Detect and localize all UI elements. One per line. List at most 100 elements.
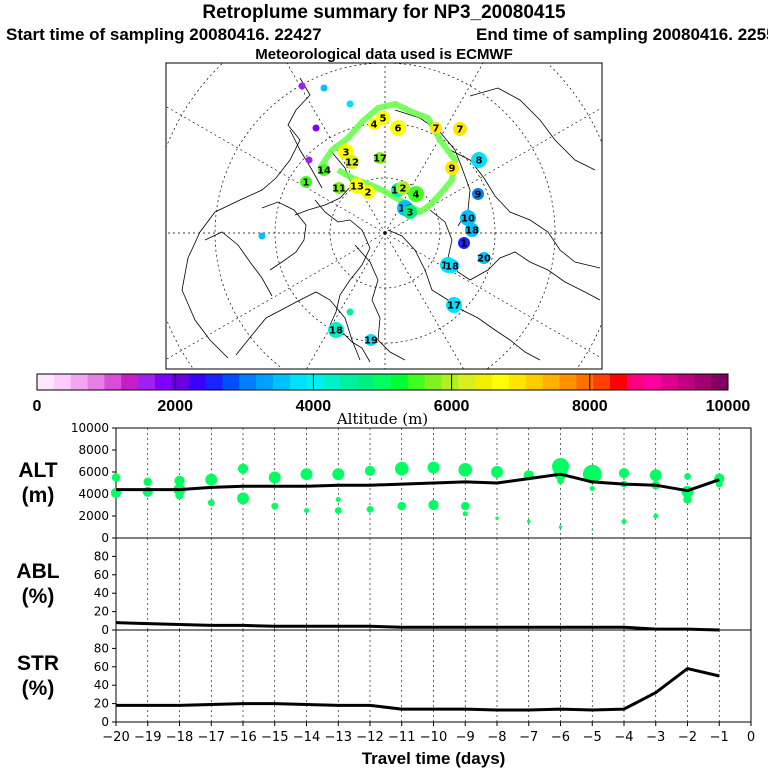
plume-marker (374, 152, 386, 164)
plume-marker-label: 3 (343, 148, 350, 159)
coastline (429, 209, 601, 301)
x-tick-label: −18 (166, 730, 193, 745)
plume-marker (408, 186, 424, 202)
plume-marker (445, 161, 459, 175)
panel-ylabel: STR (17, 652, 59, 675)
plume-marker-label: 5 (380, 114, 387, 125)
meridian-line (166, 232, 386, 360)
plume-marker-label: 18 (465, 226, 479, 237)
plume-point (527, 519, 531, 524)
y-tick-label: 20 (94, 697, 109, 711)
coastline (261, 201, 307, 271)
x-tick-label: −3 (646, 730, 665, 745)
plume-point (462, 511, 468, 517)
meridian-line (384, 63, 484, 234)
plume-point (207, 499, 215, 507)
x-tick-label: −20 (102, 730, 129, 745)
plume-marker (396, 181, 410, 195)
panel-str: 0 20 40 60 80 STR(%) (17, 629, 752, 729)
series-line-abl (115, 621, 720, 632)
plume-dot (346, 308, 354, 316)
plume-marker-label: 9 (449, 164, 456, 175)
x-tick-label: −2 (678, 730, 697, 745)
colorbar-swatch (239, 374, 257, 390)
coastline (235, 291, 361, 361)
plume-point (394, 461, 409, 476)
plume-marker (365, 334, 377, 346)
plume-marker (390, 120, 406, 136)
colorbar-swatch (340, 374, 358, 390)
plume-dot (258, 232, 266, 240)
colorbar-tick-label: 0 (33, 398, 42, 415)
plume-dot (298, 82, 306, 90)
plume-marker-label: 2 (400, 184, 407, 195)
colorbar-swatch (171, 374, 190, 390)
plume-point (427, 461, 440, 474)
plume-marker (458, 237, 470, 249)
plume-marker-label: 1 (303, 178, 310, 189)
x-tick-label: −10 (420, 730, 447, 745)
colorbar-swatch (492, 374, 510, 390)
plume-point (621, 518, 627, 525)
plume-point (271, 502, 279, 510)
plume-point (334, 507, 342, 514)
colorbar-swatch (475, 374, 493, 390)
coastline (181, 77, 311, 359)
colorbar-swatch (559, 374, 577, 390)
plume-marker-label: 17 (373, 154, 387, 165)
plume-point (175, 490, 184, 500)
plume-point (397, 501, 406, 511)
plume-marker (430, 122, 442, 134)
plume-point (303, 507, 310, 514)
y-tick-label: 40 (94, 586, 109, 600)
colorbar-swatch (660, 374, 678, 390)
plume-marker-label: 2 (365, 188, 372, 199)
coastline (354, 244, 406, 361)
plume-marker-label: 7 (457, 125, 464, 136)
y-tick-label: 6000 (78, 465, 109, 479)
plume-point (366, 506, 374, 513)
y-tick-label: 2000 (78, 509, 109, 523)
colorbar-swatch (272, 374, 291, 390)
y-tick-label: 4000 (78, 487, 109, 501)
colorbar-swatch (626, 374, 645, 390)
panel-ylabel: ABL (16, 560, 59, 583)
plume-marker (318, 164, 330, 176)
plume-marker-label: 17 (447, 301, 461, 312)
colorbar-tick-label: 10000 (706, 398, 751, 415)
y-tick-label: 8000 (78, 443, 109, 457)
colorbar-swatch (374, 374, 392, 390)
colorbar-swatch (222, 374, 240, 390)
coastline (449, 149, 601, 269)
end-time: End time of sampling 20080416. 22553 (476, 25, 768, 44)
colorbar-swatch (643, 374, 662, 390)
colorbar-swatch (677, 374, 695, 390)
plume-marker (328, 322, 344, 338)
colorbar-swatch (407, 374, 426, 390)
plume-dot (320, 84, 328, 92)
plume-marker (445, 259, 459, 273)
plume-point (582, 464, 602, 484)
plume-marker-label: 4 (371, 120, 378, 131)
plume-marker-label: 18 (445, 262, 459, 273)
plume-marker (460, 210, 476, 226)
start-time: Start time of sampling 20080416. 22427 (6, 25, 322, 44)
plume-point (684, 473, 691, 480)
y-tick-label: 0 (101, 715, 109, 729)
colorbar-swatch (87, 374, 105, 390)
colorbar-swatch (104, 374, 122, 390)
meridian-line (166, 106, 386, 234)
plume-point (558, 525, 563, 529)
colorbar-swatch (424, 374, 442, 390)
y-tick-label: 20 (94, 605, 109, 619)
plume-point (205, 473, 218, 486)
meridian-line (384, 232, 602, 359)
coastline (394, 109, 471, 227)
x-tick-label: −19 (134, 730, 161, 745)
meridian-line (384, 107, 602, 234)
colorbar-swatch (711, 374, 729, 390)
plume-marker-label: 7 (433, 124, 440, 135)
coastline (314, 199, 371, 326)
